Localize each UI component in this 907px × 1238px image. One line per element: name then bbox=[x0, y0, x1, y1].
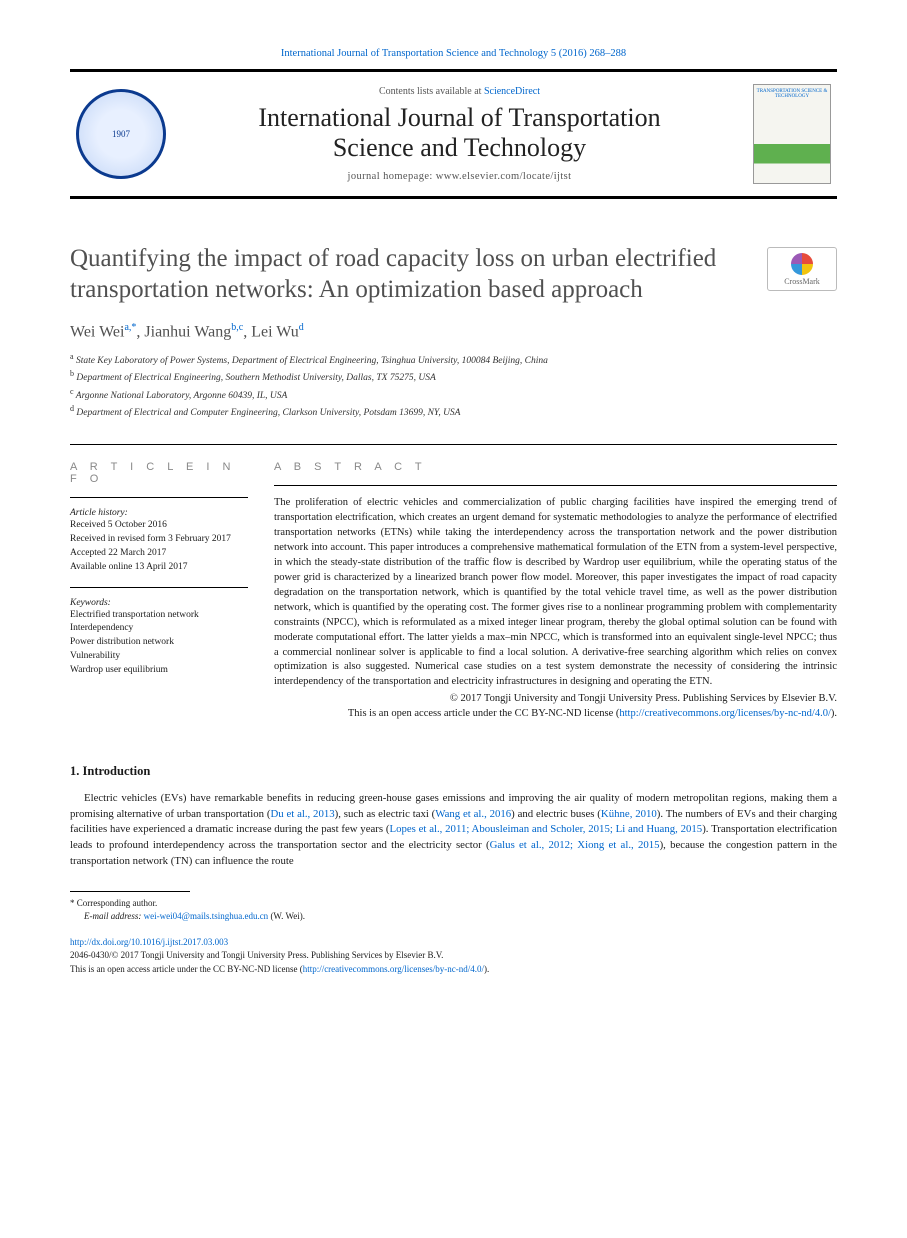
author-2-sup: b,c bbox=[231, 322, 243, 333]
p1-b: ), such as electric taxi ( bbox=[335, 808, 436, 820]
author-3-sup: d bbox=[299, 322, 304, 333]
email-suffix: (W. Wei). bbox=[268, 911, 305, 921]
affiliation-d: d Department of Electrical and Computer … bbox=[70, 403, 837, 420]
issn-line: 2046-0430/© 2017 Tongji University and T… bbox=[70, 949, 837, 962]
ref-du2013[interactable]: Du et al., 2013 bbox=[270, 808, 334, 820]
abstract-heading: A B S T R A C T bbox=[274, 461, 837, 473]
keywords-label: Keywords: bbox=[70, 598, 248, 608]
title-block: CrossMark Quantifying the impact of road… bbox=[70, 243, 837, 420]
contents-available: Contents lists available at ScienceDirec… bbox=[176, 86, 743, 97]
doi-license-suffix: ). bbox=[484, 964, 489, 974]
history-accepted: Accepted 22 March 2017 bbox=[70, 547, 248, 561]
history-online: Available online 13 April 2017 bbox=[70, 561, 248, 575]
journal-homepage: journal homepage: www.elsevier.com/locat… bbox=[176, 171, 743, 182]
email-footnote: E-mail address: wei-wei04@mails.tsinghua… bbox=[70, 910, 837, 923]
keyword-2: Interdependency bbox=[70, 622, 248, 636]
journal-masthead: 1907 Contents lists available at Science… bbox=[70, 69, 837, 199]
masthead-center: Contents lists available at ScienceDirec… bbox=[166, 86, 753, 182]
keyword-4: Vulnerability bbox=[70, 650, 248, 664]
abstract-body: The proliferation of electric vehicles a… bbox=[274, 496, 837, 690]
doi-block: http://dx.doi.org/10.1016/j.ijtst.2017.0… bbox=[70, 936, 837, 975]
affiliation-b: b Department of Electrical Engineering, … bbox=[70, 368, 837, 385]
history-revised: Received in revised form 3 February 2017 bbox=[70, 533, 248, 547]
author-list: Wei Weia,*, Jianhui Wangb,c, Lei Wud bbox=[70, 322, 837, 341]
section-1-heading: 1. Introduction bbox=[70, 764, 837, 779]
info-divider-2 bbox=[70, 587, 248, 588]
article-title: Quantifying the impact of road capacity … bbox=[70, 243, 837, 306]
p1-c: ) and electric buses ( bbox=[511, 808, 601, 820]
journal-name-line1: International Journal of Transportation bbox=[258, 103, 660, 132]
author-1-sup: a,* bbox=[124, 322, 136, 333]
header-citation: International Journal of Transportation … bbox=[70, 48, 837, 59]
intro-paragraph-1: Electric vehicles (EVs) have remarkable … bbox=[70, 791, 837, 869]
keyword-1: Electrified transportation network bbox=[70, 609, 248, 623]
keyword-5: Wardrop user equilibrium bbox=[70, 664, 248, 678]
affiliations: a State Key Laboratory of Power Systems,… bbox=[70, 351, 837, 421]
abstract-license: This is an open access article under the… bbox=[274, 707, 837, 722]
crossmark-label: CrossMark bbox=[784, 277, 820, 286]
crossmark-badge[interactable]: CrossMark bbox=[767, 247, 837, 291]
contents-prefix: Contents lists available at bbox=[379, 86, 484, 97]
abstract-copyright: © 2017 Tongji University and Tongji Univ… bbox=[274, 692, 837, 707]
journal-name-line2: Science and Technology bbox=[333, 133, 586, 162]
article-info-heading: A R T I C L E I N F O bbox=[70, 461, 248, 485]
aff-a-text: State Key Laboratory of Power Systems, D… bbox=[76, 356, 548, 366]
affiliation-a: a State Key Laboratory of Power Systems,… bbox=[70, 351, 837, 368]
info-abstract-row: A R T I C L E I N F O Article history: R… bbox=[70, 444, 837, 722]
doi-license-link[interactable]: http://creativecommons.org/licenses/by-n… bbox=[303, 964, 484, 974]
aff-b-text: Department of Electrical Engineering, So… bbox=[76, 373, 435, 383]
ref-wang2016[interactable]: Wang et al., 2016 bbox=[435, 808, 511, 820]
author-1: Wei Wei bbox=[70, 323, 124, 340]
affiliation-c: c Argonne National Laboratory, Argonne 6… bbox=[70, 386, 837, 403]
publisher-logo: 1907 bbox=[76, 89, 166, 179]
info-divider-1 bbox=[70, 497, 248, 498]
history-label: Article history: bbox=[70, 508, 248, 518]
abstract-column: A B S T R A C T The proliferation of ele… bbox=[274, 461, 837, 722]
license-prefix: This is an open access article under the… bbox=[348, 708, 619, 719]
license-link[interactable]: http://creativecommons.org/licenses/by-n… bbox=[619, 708, 831, 719]
history-received: Received 5 October 2016 bbox=[70, 519, 248, 533]
doi-link[interactable]: http://dx.doi.org/10.1016/j.ijtst.2017.0… bbox=[70, 937, 228, 947]
journal-cover-thumbnail: TRANSPORTATION SCIENCE & TECHNOLOGY bbox=[753, 84, 831, 184]
author-3: Lei Wu bbox=[251, 323, 299, 340]
ref-galus2012[interactable]: Galus et al., 2012; Xiong et al., 2015 bbox=[490, 839, 660, 851]
abstract-divider bbox=[274, 485, 837, 486]
author-2: Jianhui Wang bbox=[144, 323, 231, 340]
email-link[interactable]: wei-wei04@mails.tsinghua.edu.cn bbox=[144, 911, 269, 921]
sciencedirect-link[interactable]: ScienceDirect bbox=[484, 86, 540, 97]
article-info-column: A R T I C L E I N F O Article history: R… bbox=[70, 461, 248, 722]
doi-license: This is an open access article under the… bbox=[70, 963, 837, 976]
license-suffix: ). bbox=[831, 708, 837, 719]
title-line1: Quantifying the impact of road capacity … bbox=[70, 245, 716, 272]
email-label: E-mail address: bbox=[84, 911, 144, 921]
doi-license-prefix: This is an open access article under the… bbox=[70, 964, 303, 974]
footnote-rule bbox=[70, 891, 190, 892]
corresponding-author: * Corresponding author. bbox=[70, 897, 837, 910]
journal-name: International Journal of Transportation … bbox=[176, 103, 743, 163]
aff-d-text: Department of Electrical and Computer En… bbox=[76, 408, 460, 418]
ref-kuhne2010[interactable]: Kühne, 2010 bbox=[601, 808, 657, 820]
keyword-3: Power distribution network bbox=[70, 636, 248, 650]
crossmark-icon bbox=[791, 253, 813, 275]
aff-c-text: Argonne National Laboratory, Argonne 604… bbox=[76, 391, 288, 401]
ref-lopes2011[interactable]: Lopes et al., 2011; Abousleiman and Scho… bbox=[389, 823, 702, 835]
title-line2: transportation networks: An optimization… bbox=[70, 276, 643, 303]
